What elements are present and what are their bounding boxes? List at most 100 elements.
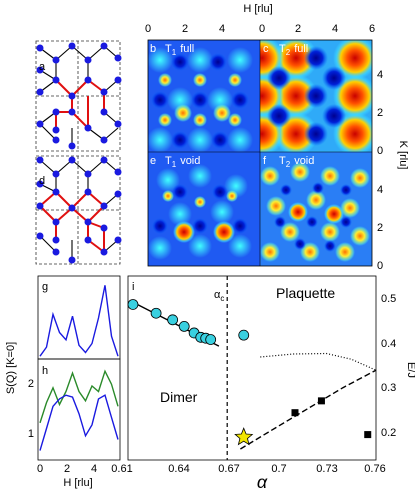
heatmap-spot xyxy=(228,73,242,87)
heatmap-spot xyxy=(191,91,209,109)
heatmap-spot xyxy=(267,104,291,128)
heatmap-spot xyxy=(306,190,326,210)
panel-label-a: a xyxy=(39,61,46,73)
h-tick: 0 xyxy=(37,463,43,475)
k-tick: 4 xyxy=(377,184,383,196)
alpha-axis-label: α xyxy=(257,472,268,492)
heatmap-f xyxy=(260,152,372,266)
heatmap-spot xyxy=(187,47,213,73)
top-tick: 6 xyxy=(369,23,375,35)
series-line-h-blue xyxy=(39,394,119,451)
heatmap-spot xyxy=(335,242,355,262)
lattice-panel-d: d xyxy=(35,155,122,265)
heatmap-b xyxy=(148,40,260,152)
top-tick: 2 xyxy=(182,23,188,35)
heatmap-spot xyxy=(340,198,360,218)
heatmap-spot xyxy=(280,222,300,242)
panel-label-e: e xyxy=(150,155,156,167)
h-tick: 0.61 xyxy=(111,463,132,475)
h-ticks: 0 2 4 0.61 xyxy=(37,463,133,475)
heatmap-spot xyxy=(304,46,328,70)
heatmap-spot xyxy=(227,127,253,152)
alpha-tick: 0.67 xyxy=(218,463,239,475)
heatmap-spot xyxy=(171,53,189,71)
heatmap-spot xyxy=(228,234,252,258)
heatmap-spot xyxy=(162,190,174,202)
heatmap-spot xyxy=(152,218,168,234)
heatmap-spot xyxy=(194,196,206,208)
heatmap-spot xyxy=(320,222,340,242)
data-point-square xyxy=(291,409,299,417)
plot-h: h xyxy=(37,358,121,461)
plot-g: g xyxy=(37,275,121,360)
right-axis-label: K [rlu] xyxy=(397,141,409,170)
heatmap-spot xyxy=(211,131,229,149)
k-ticks: 4 2 0 4 2 0 xyxy=(377,69,383,272)
heatmap-spot xyxy=(168,202,192,226)
heatmap-spot xyxy=(209,53,227,71)
heatmap-spot xyxy=(171,131,189,149)
dotted-fit-line xyxy=(260,352,377,371)
data-point-dimer xyxy=(167,314,179,326)
heatmap-spot xyxy=(340,184,352,196)
heatmap-spot xyxy=(174,104,192,122)
heatmap-spot xyxy=(266,196,286,216)
ej-tick: 0.5 xyxy=(381,293,396,305)
heatmap-spot xyxy=(304,84,328,108)
heatmap-spot xyxy=(312,182,324,194)
heatmap-spot xyxy=(350,226,370,246)
data-point-dimer xyxy=(150,307,162,319)
heatmap-spot xyxy=(306,216,318,228)
heatmap-spot xyxy=(280,184,292,196)
heatmap-spot xyxy=(350,168,370,188)
heatmap-spot xyxy=(324,204,344,224)
heatmap-e xyxy=(148,152,260,266)
heatmap-spot xyxy=(151,91,169,109)
top-tick: 0 xyxy=(259,23,265,35)
panel-label-h: h xyxy=(42,365,48,377)
alpha-ticks: 0.64 0.67 0.7 0.73 0.76 xyxy=(168,463,385,475)
heatmap-spot xyxy=(213,221,235,243)
heatmap-spot xyxy=(290,162,310,182)
heatmap-spot xyxy=(322,66,346,90)
k-tick: 0 xyxy=(377,145,383,157)
heatmap-spot xyxy=(320,166,340,186)
heatmap-spot xyxy=(274,216,286,228)
heatmap-spot xyxy=(304,122,328,146)
phase-label-plaquette: Plaquette xyxy=(276,285,335,301)
ej-tick: 0.2 xyxy=(381,427,396,439)
heatmap-spot xyxy=(148,236,172,260)
data-point-dimer xyxy=(205,334,217,345)
data-point-plaquette xyxy=(238,329,250,341)
top-axis-label: H [rlu] xyxy=(243,3,272,15)
heatmap-spot xyxy=(187,127,213,152)
heatmap-c xyxy=(260,40,372,152)
alpha-tick: 0.64 xyxy=(168,463,189,475)
heatmap-spot xyxy=(228,113,242,127)
heatmap-spot xyxy=(322,104,346,128)
data-point-square xyxy=(364,431,372,439)
heatmap-spot xyxy=(192,218,208,234)
series-line-h-green xyxy=(39,369,119,424)
k-tick: 0 xyxy=(377,260,383,272)
heatmap-spot xyxy=(260,242,280,262)
k-tick: 2 xyxy=(377,107,383,119)
heatmap-spot xyxy=(267,66,291,90)
ej-ticks: 0.5 0.4 0.3 0.2 xyxy=(381,293,396,439)
s-ticks: 2 1 xyxy=(28,378,34,440)
alpha-c-label: αc xyxy=(214,289,224,303)
dashed-fit-line xyxy=(240,369,377,450)
ej-tick: 0.4 xyxy=(381,338,396,350)
heatmap-spot xyxy=(172,184,188,200)
heatmap-spot xyxy=(231,91,249,109)
ej-tick: 0.3 xyxy=(381,382,396,394)
heatmap-spot xyxy=(188,164,212,188)
heatmap-spot xyxy=(324,240,336,252)
ej-axis-label: E/J xyxy=(405,362,415,378)
top-tick: 4 xyxy=(219,23,225,35)
heatmap-spot xyxy=(156,168,180,192)
panel-label-g: g xyxy=(42,281,48,293)
heatmap-spot xyxy=(294,238,306,250)
heatmap-spot xyxy=(148,47,173,73)
